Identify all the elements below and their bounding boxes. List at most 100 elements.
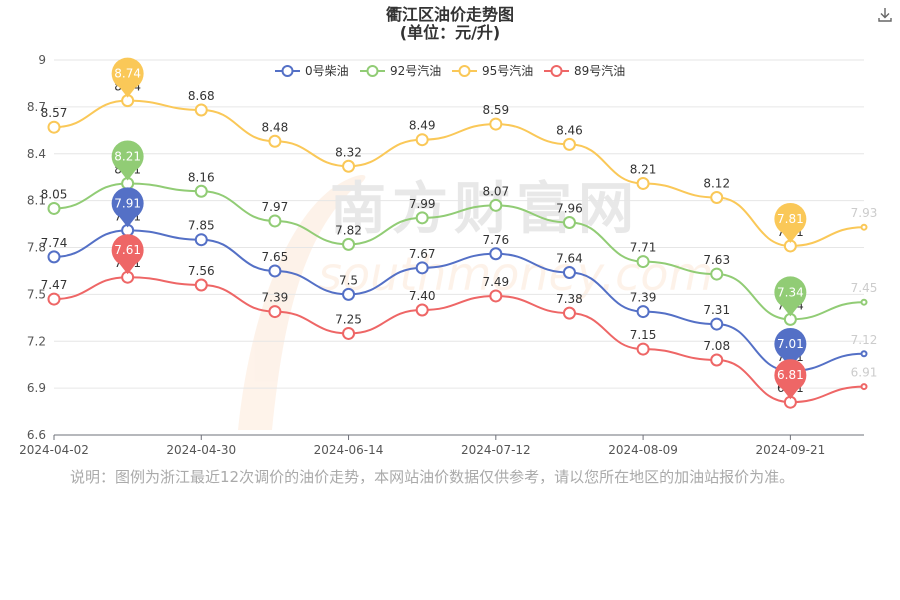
data-point (47, 201, 61, 215)
x-axis: 2024-04-02 2024-04-30 2024-06-14 2024-07-12… (19, 434, 864, 457)
x-tick-label: 2024-04-30 (166, 443, 236, 457)
data-label: 7.49 (482, 275, 509, 289)
y-tick-label: 9 (38, 53, 46, 67)
legend: 0号柴油 92号汽油 95号汽油 89号汽油 (275, 63, 625, 78)
data-label: 7.25 (335, 312, 362, 326)
chart-subtitle: (单位：元/升) (400, 23, 500, 42)
data-label: 7.45 (851, 281, 878, 295)
legend-label: 0号柴油 (305, 64, 349, 78)
data-point (415, 211, 429, 225)
y-tick-label: 7.8 (27, 241, 46, 255)
data-label: 7.97 (262, 200, 289, 214)
y-tick-label: 7.2 (27, 334, 46, 348)
markpoint-pin (774, 276, 807, 309)
markpoint-pin (111, 140, 144, 173)
data-point (415, 261, 429, 275)
y-tick-label: 8.1 (27, 194, 46, 208)
data-label: 7.39 (262, 291, 289, 305)
data-point (268, 134, 282, 148)
markpoint-label: 8.21 (114, 149, 141, 163)
markpoint-label: 7.91 (114, 196, 141, 210)
data-label: 8.49 (409, 119, 436, 133)
x-tick-label: 2024-08-09 (608, 443, 678, 457)
markpoint-pin (111, 187, 144, 220)
data-point (342, 159, 356, 173)
data-label: 6.91 (851, 366, 878, 380)
data-label: 7.71 (630, 241, 657, 255)
data-label: 8.48 (262, 120, 289, 134)
download-icon[interactable] (876, 6, 894, 24)
data-point (47, 292, 61, 306)
x-tick-label: 2024-09-21 (755, 443, 825, 457)
legend-label: 92号汽油 (390, 63, 441, 78)
data-point (194, 184, 208, 198)
y-tick-label: 6.9 (27, 381, 46, 395)
data-point (710, 267, 724, 281)
data-label: 7.31 (703, 303, 730, 317)
markpoint-pin (774, 327, 807, 360)
data-labels: 7.74 7.91 7.85 7.65 7.5 7.67 7.76 7.64 7.39 7.31 7… (41, 80, 878, 396)
data-point (489, 247, 503, 261)
chart-title: 衢江区油价走势图 (386, 5, 514, 24)
data-label: 7.82 (335, 223, 362, 237)
data-label: 7.99 (409, 197, 436, 211)
markpoint-label: 8.74 (114, 67, 141, 81)
data-label: 8.32 (335, 145, 362, 159)
markpoint-pin (774, 359, 807, 392)
data-point (489, 198, 503, 212)
data-label: 8.16 (188, 170, 215, 184)
data-label: 7.12 (851, 333, 878, 347)
data-point (562, 266, 576, 279)
data-label: 7.38 (556, 292, 583, 306)
data-point (268, 264, 282, 278)
data-point (489, 117, 503, 131)
data-point (562, 306, 576, 320)
markpoint-label: 6.81 (777, 368, 804, 382)
legend-marker (281, 65, 294, 77)
data-label: 8.21 (630, 162, 657, 176)
legend-label: 89号汽油 (574, 63, 625, 78)
data-label: 7.56 (188, 264, 215, 278)
markpoint-pin (774, 202, 807, 235)
data-label: 7.64 (556, 252, 583, 266)
data-label: 8.57 (41, 106, 68, 120)
data-label: 8.05 (41, 187, 68, 201)
x-tick-label: 2024-07-12 (461, 443, 531, 457)
data-point (342, 326, 356, 340)
footnote: 说明：图例为浙江最近12次调价的油价走势，本网站油价数据仅供参考，请以您所在地区… (70, 468, 795, 486)
data-label: 7.93 (851, 206, 878, 220)
y-tick-label: 8.4 (27, 147, 46, 161)
data-point (710, 317, 724, 331)
data-label: 7.47 (41, 278, 68, 292)
data-label: 8.12 (703, 177, 730, 191)
x-tick-label: 2024-04-02 (19, 443, 89, 457)
data-label: 8.59 (482, 103, 509, 117)
markpoint-label: 7.01 (777, 337, 804, 351)
data-point (415, 303, 429, 317)
data-point (47, 250, 61, 264)
download-glyph (878, 8, 892, 22)
data-point (636, 305, 650, 319)
markpoints: 7.91 7.01 8.21 7.34 8.74 7.81 7.61 6.81 (111, 57, 807, 400)
data-point (194, 103, 208, 117)
series-line (53, 229, 865, 372)
watermark-cn: 南方财富网 (330, 177, 640, 242)
data-label: 7.67 (409, 247, 436, 261)
grid (54, 59, 864, 436)
data-point (860, 383, 868, 391)
markpoint-pin (111, 57, 144, 90)
markpoint-label: 7.61 (114, 243, 141, 257)
data-point (47, 120, 61, 134)
data-point (860, 350, 868, 358)
data-label: 7.76 (482, 233, 509, 247)
markpoint-pin (111, 234, 144, 267)
data-point (194, 278, 208, 292)
data-point (342, 287, 356, 301)
data-point (268, 214, 282, 228)
data-point (636, 255, 650, 269)
data-label: 8.46 (556, 123, 583, 137)
data-label: 7.5 (339, 273, 358, 287)
data-point (636, 176, 650, 190)
legend-marker (366, 65, 379, 77)
